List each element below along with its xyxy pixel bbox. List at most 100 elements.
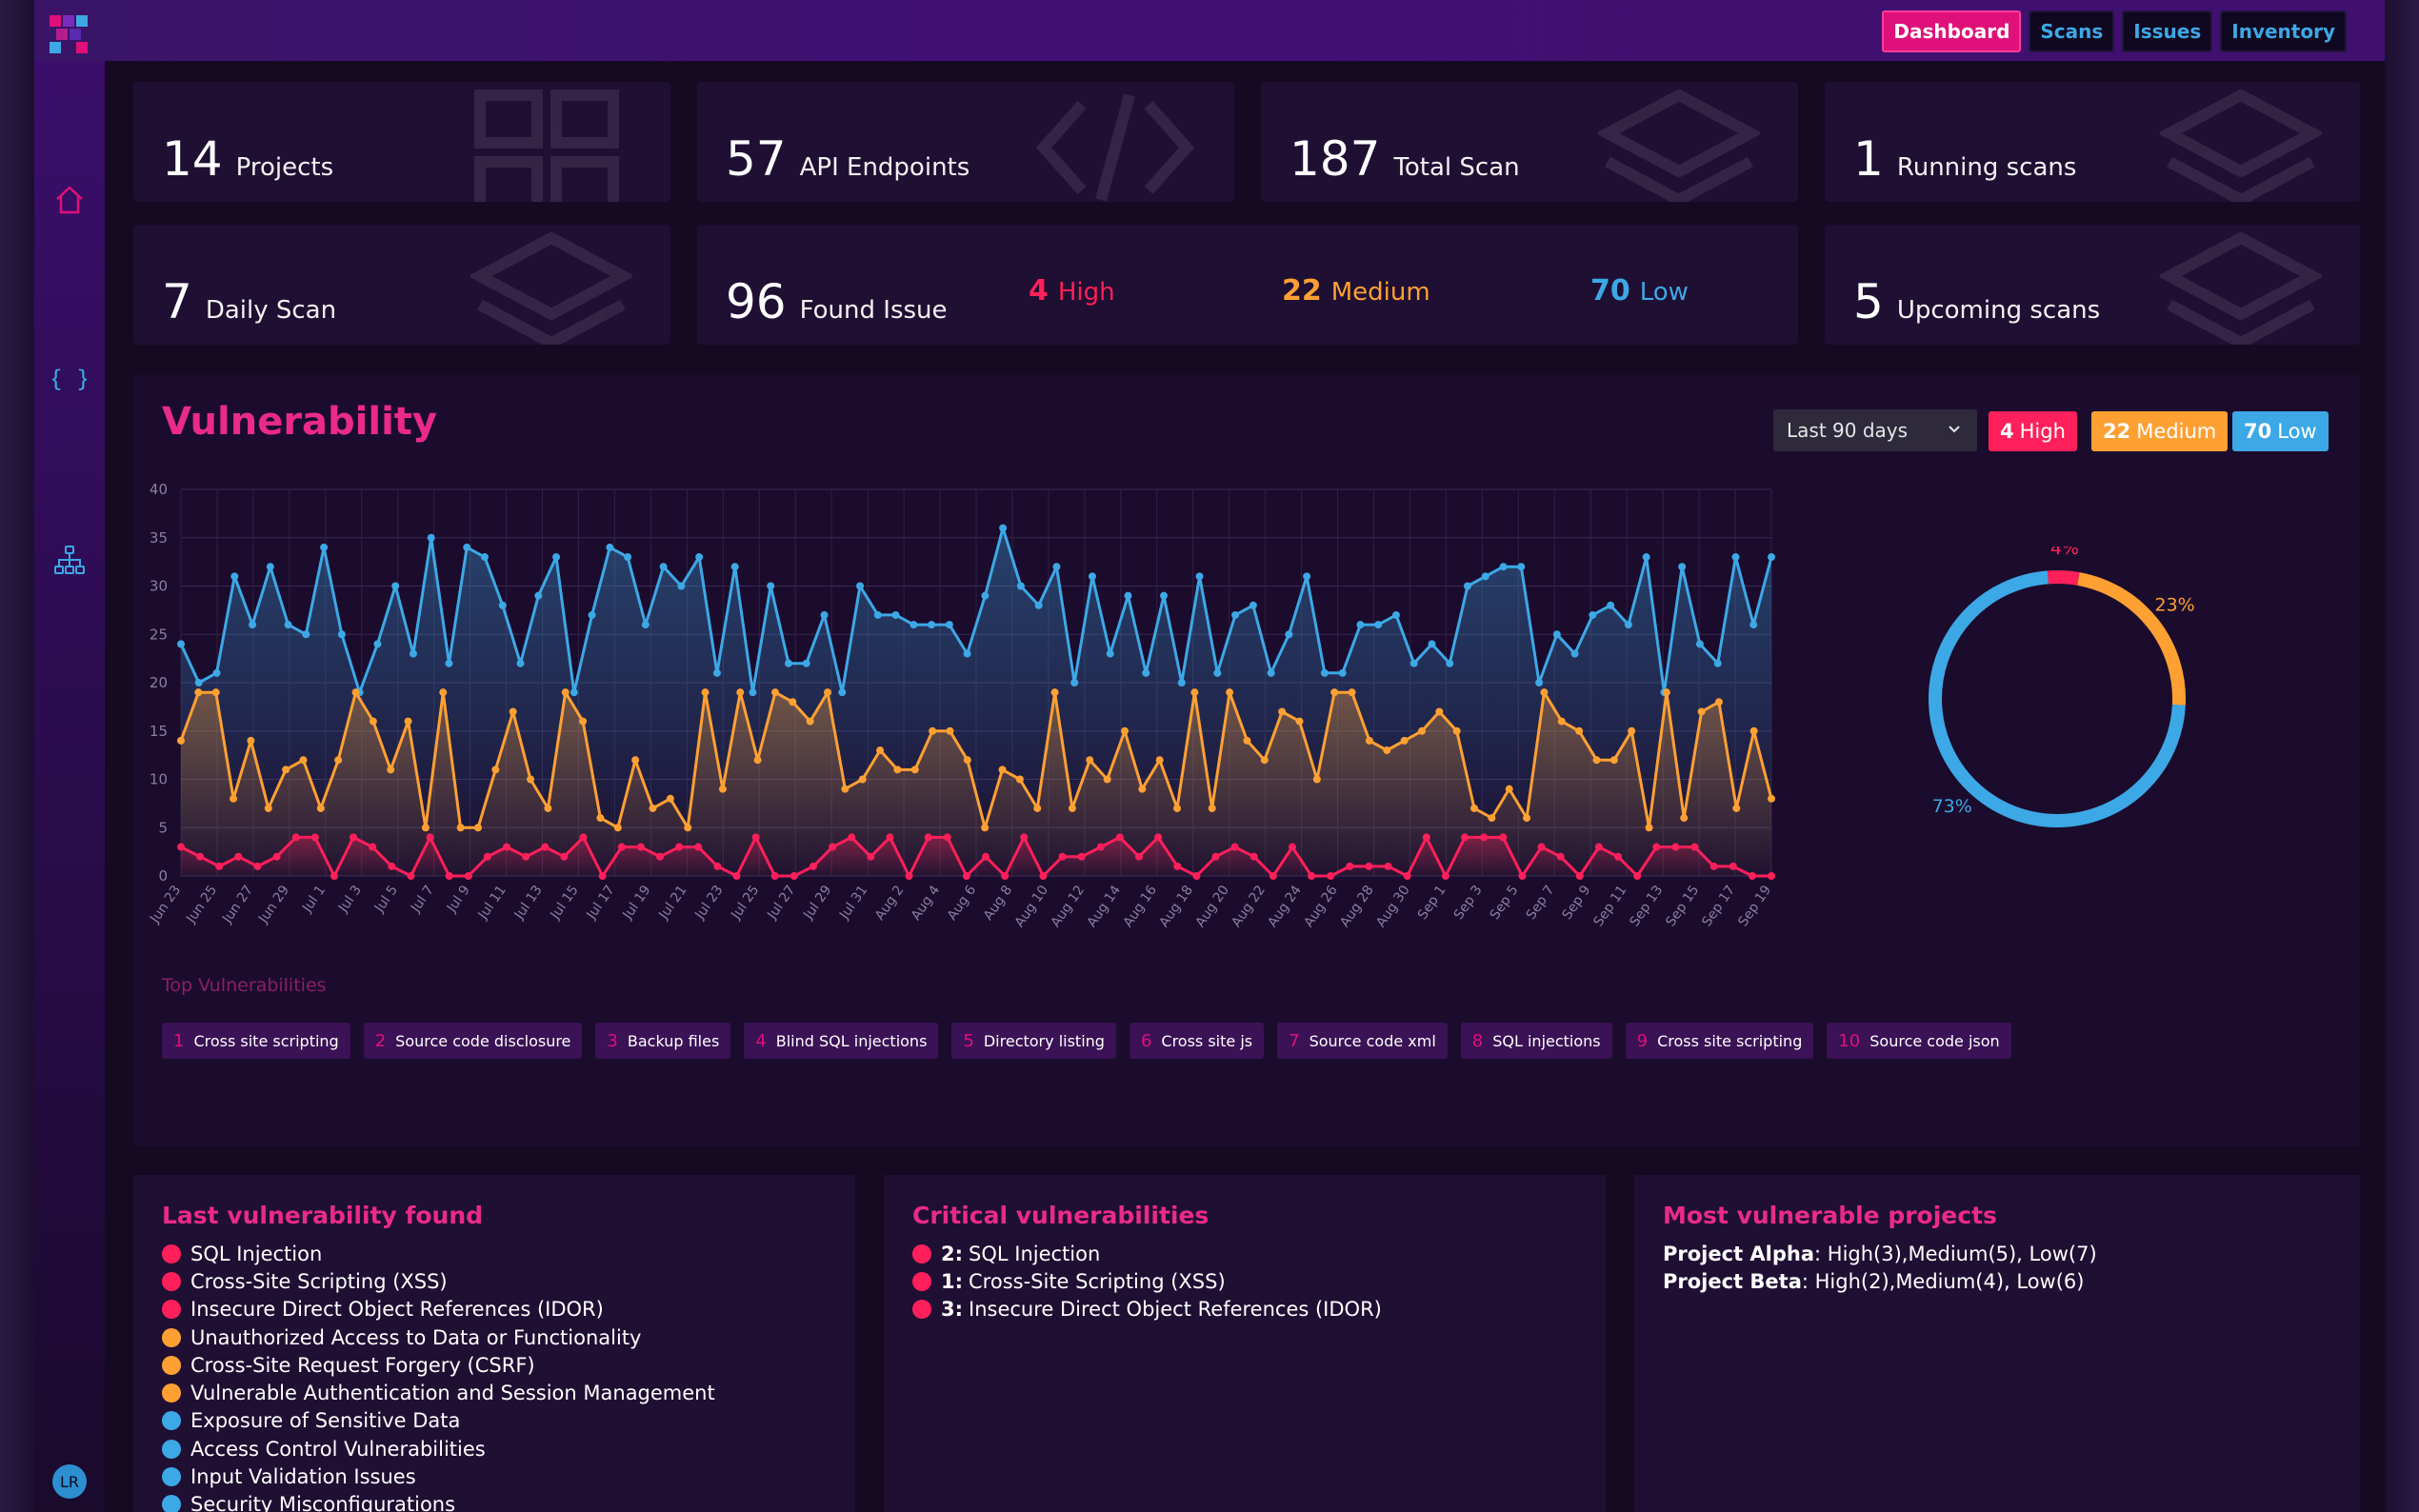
- top-vulnerability-item[interactable]: 6 Cross site js: [1129, 1023, 1265, 1059]
- top-vulnerability-item[interactable]: 7 Source code xml: [1277, 1023, 1448, 1059]
- x-tick-label: Jun 29: [255, 883, 292, 926]
- data-point: [1518, 872, 1527, 880]
- vulnerability-line-chart[interactable]: 0 5 10 15 20 25 30 35 40 Jun 23 Jun 25 Jun 27 Jun 29…: [143, 480, 1838, 956]
- daily-scan-card[interactable]: 7 Daily Scan: [133, 225, 670, 345]
- pill-number: 70: [2244, 420, 2272, 443]
- medium-filter-pill[interactable]: 22 Medium: [2091, 411, 2229, 451]
- total-scan-card[interactable]: 187 Total Scan: [1261, 82, 1798, 202]
- vulnerability-item[interactable]: Unauthorized Access to Data or Functiona…: [162, 1323, 715, 1351]
- vulnerability-item[interactable]: Vulnerable Authentication and Session Ma…: [162, 1379, 715, 1406]
- donut-slice-label: 23%: [2155, 595, 2195, 616]
- panel-title: Critical vulnerabilities: [912, 1202, 1210, 1229]
- vulnerability-text: Vulnerable Authentication and Session Ma…: [190, 1382, 715, 1405]
- critical-text: Cross-Site Scripting (XSS): [969, 1269, 1226, 1293]
- chevron-down-icon: [1949, 426, 1960, 433]
- critical-item[interactable]: 2: SQL Injection: [912, 1240, 1382, 1267]
- data-point: [544, 804, 552, 812]
- vulnerability-item[interactable]: Access Control Vulnerabilities: [162, 1435, 715, 1462]
- vulnerability-item[interactable]: Cross-Site Scripting (XSS): [162, 1267, 715, 1295]
- logo-icon[interactable]: [50, 15, 88, 53]
- data-point: [463, 543, 471, 551]
- data-point: [330, 872, 338, 880]
- data-point: [1211, 852, 1220, 861]
- top-vulnerability-name: Cross site scripting: [1657, 1031, 1803, 1050]
- top-vulnerability-item[interactable]: 3 Backup files: [595, 1023, 731, 1059]
- data-point: [1678, 563, 1687, 571]
- top-vulnerability-item[interactable]: 2 Source code disclosure: [363, 1023, 583, 1059]
- project-row[interactable]: Project Beta: High(2),Medium(4), Low(6): [1663, 1267, 2097, 1295]
- y-tick-label: 5: [158, 819, 168, 836]
- data-point: [284, 621, 292, 629]
- nav-scans[interactable]: Scans: [2029, 10, 2115, 52]
- severity-dot-icon: [912, 1243, 931, 1263]
- upcoming-scans-card[interactable]: 5 Upcoming scans: [1825, 225, 2360, 345]
- top-vulnerability-item[interactable]: 1 Cross site scripting: [162, 1023, 350, 1059]
- data-point: [1365, 736, 1373, 745]
- data-point: [1749, 621, 1758, 629]
- vulnerability-item[interactable]: Input Validation Issues: [162, 1462, 715, 1490]
- nav-inventory[interactable]: Inventory: [2220, 10, 2347, 52]
- top-vulnerability-item[interactable]: 4 Blind SQL injections: [744, 1023, 939, 1059]
- data-point: [1464, 582, 1472, 590]
- data-point: [1499, 833, 1508, 842]
- data-point: [841, 785, 850, 793]
- top-vulnerability-item[interactable]: 8 SQL injections: [1460, 1023, 1612, 1059]
- user-avatar[interactable]: LR: [52, 1464, 87, 1499]
- data-point: [509, 707, 517, 716]
- top-vulnerability-name: Source code disclosure: [395, 1031, 571, 1050]
- project-row[interactable]: Project Alpha: High(3),Medium(5), Low(7): [1663, 1240, 2097, 1267]
- data-point: [1652, 843, 1661, 851]
- high-count[interactable]: 4 High: [1029, 274, 1115, 308]
- data-point: [194, 688, 203, 697]
- top-vulnerability-item[interactable]: 10 Source code json: [1827, 1023, 2011, 1059]
- high-filter-pill[interactable]: 4 High: [1989, 411, 2077, 451]
- data-point: [272, 852, 281, 861]
- data-point: [334, 756, 343, 765]
- top-vulnerability-item[interactable]: 9 Cross site scripting: [1625, 1023, 1814, 1059]
- top-vulnerability-rank: 2: [374, 1030, 387, 1051]
- data-point: [1243, 736, 1251, 745]
- date-range-select[interactable]: Last 90 days: [1773, 409, 1977, 451]
- vulnerability-item[interactable]: Security Misconfigurations: [162, 1491, 715, 1512]
- critical-vulnerability-list: 2: SQL Injection 1: Cross-Site Scripting (X…: [912, 1240, 1382, 1323]
- critical-item[interactable]: 3: Insecure Direct Object References (IDO…: [912, 1296, 1382, 1323]
- nav-dashboard[interactable]: Dashboard: [1882, 10, 2022, 52]
- data-point: [215, 862, 224, 870]
- data-point: [1088, 572, 1096, 581]
- x-tick-label: Jul 7: [408, 883, 437, 916]
- data-point: [552, 553, 561, 562]
- top-vulnerability-rank: 9: [1636, 1030, 1649, 1051]
- vulnerability-item[interactable]: SQL Injection: [162, 1240, 715, 1267]
- critical-item[interactable]: 1: Cross-Site Scripting (XSS): [912, 1267, 1382, 1295]
- data-point: [1374, 621, 1383, 629]
- data-point: [1077, 852, 1086, 861]
- data-point: [1327, 872, 1335, 880]
- severity-donut-chart[interactable]: 4% 23% 73%: [1905, 547, 2209, 851]
- sitemap-icon[interactable]: [52, 543, 87, 577]
- low-filter-pill[interactable]: 70 Low: [2232, 411, 2329, 451]
- home-icon[interactable]: [52, 183, 87, 217]
- severity-dot-icon: [162, 1439, 181, 1459]
- nav-issues[interactable]: Issues: [2122, 10, 2213, 52]
- critical-count: 2:: [941, 1242, 964, 1265]
- projects-card[interactable]: 14 Projects: [133, 82, 670, 202]
- data-point: [177, 736, 185, 745]
- data-point: [1142, 668, 1150, 677]
- medium-count[interactable]: 22 Medium: [1282, 274, 1430, 308]
- code-braces-icon[interactable]: { }: [52, 362, 87, 396]
- x-tick-label: Aug 22: [1229, 883, 1269, 930]
- low-count[interactable]: 70 Low: [1590, 274, 1689, 308]
- vulnerability-item[interactable]: Cross-Site Request Forgery (CSRF): [162, 1351, 715, 1379]
- donut-slice: [2047, 570, 2080, 586]
- api-endpoints-card[interactable]: 57 API Endpoints: [697, 82, 1234, 202]
- vulnerability-item[interactable]: Insecure Direct Object References (IDOR): [162, 1296, 715, 1323]
- pill-label: High: [2019, 420, 2066, 443]
- running-scans-card[interactable]: 1 Running scans: [1825, 82, 2360, 202]
- data-point: [1607, 601, 1615, 609]
- data-point: [945, 621, 953, 629]
- vulnerability-item[interactable]: Exposure of Sensitive Data: [162, 1407, 715, 1435]
- top-vulnerability-item[interactable]: 5 Directory listing: [951, 1023, 1116, 1059]
- found-issue-card[interactable]: 96 Found Issue 4 High 22 Medium 70 Low: [697, 225, 1798, 345]
- data-point: [350, 833, 358, 842]
- data-point: [1020, 833, 1029, 842]
